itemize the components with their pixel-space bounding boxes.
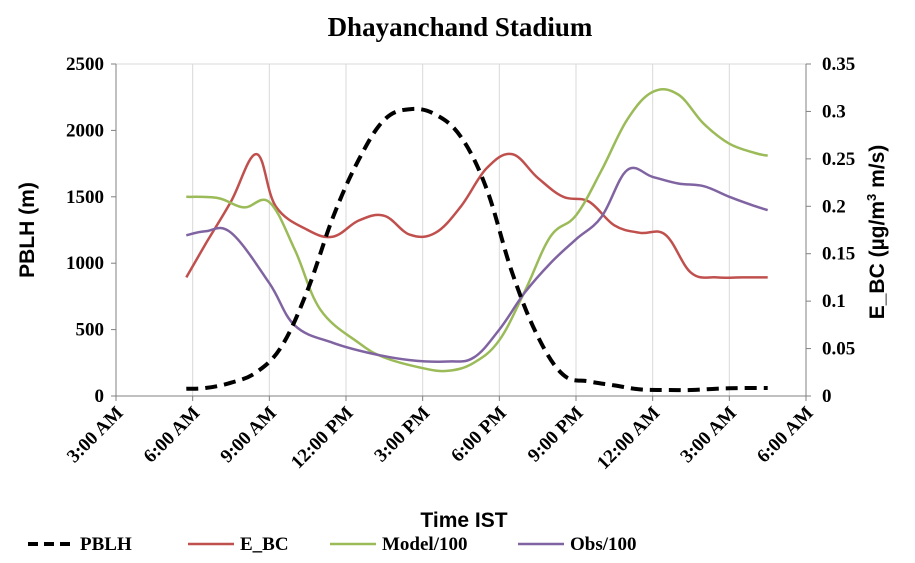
- y-axis-right-label-sup: 3: [864, 194, 879, 201]
- x-tick-label-5: 6:00 PM: [447, 403, 511, 467]
- y-right-tick-label-1: 0.05: [822, 339, 855, 360]
- x-axis-ticks: 3:00 AM 6:00 AM 9:00 AM 12:00 PM 3:00 PM 6:00…: [63, 396, 818, 474]
- grid-lines: [115, 63, 807, 396]
- y-left-tick-label-4: 2000: [66, 120, 104, 141]
- series-model-100: [186, 87, 768, 373]
- legend-label-2: Model/100: [382, 534, 468, 555]
- x-tick-label-3: 12:00 PM: [287, 403, 357, 473]
- y-left-tick-label-0: 0: [95, 386, 105, 407]
- x-tick-label-2: 9:00 AM: [216, 403, 281, 468]
- y-right-tick-label-4: 0.2: [822, 196, 846, 217]
- legend-label-0: PBLH: [80, 534, 132, 555]
- y-left-tick-label-3: 1500: [66, 187, 104, 208]
- x-axis-label: Time IST: [420, 509, 507, 532]
- legend-label-3: Obs/100: [570, 534, 637, 555]
- y-right-tick-label-6: 0.3: [822, 101, 846, 122]
- x-tick-label-9: 6:00 AM: [753, 403, 818, 468]
- y-axis-right-ticks: 0 0.05 0.1 0.15 0.2 0.25 0.3 0.35: [806, 54, 855, 407]
- x-tick-label-6: 9:00 PM: [524, 403, 588, 467]
- chart-title: Dhayanchand Stadium: [328, 12, 593, 42]
- y-axis-right-label-tail: m/s): [866, 145, 889, 194]
- y-axis-left-ticks: 0 500 1000 1500 2000 2500: [66, 54, 116, 407]
- y-axis-right-label: E_BC (µg/m3 m/s): [864, 145, 889, 320]
- x-tick-label-0: 3:00 AM: [63, 403, 128, 468]
- y-left-tick-label-1: 500: [76, 320, 105, 341]
- x-tick-label-7: 12:00 AM: [593, 403, 664, 474]
- y-left-tick-label-2: 1000: [66, 253, 104, 274]
- y-right-tick-label-5: 0.25: [822, 149, 855, 170]
- x-tick-label-8: 3:00 AM: [676, 403, 741, 468]
- y-axis-left-label: PBLH (m): [16, 182, 39, 278]
- y-right-tick-label-2: 0.1: [822, 291, 846, 312]
- y-right-tick-label-3: 0.15: [822, 244, 855, 265]
- y-right-tick-label-0: 0: [822, 386, 832, 407]
- x-tick-label-1: 6:00 AM: [140, 403, 205, 468]
- series-pblh: [186, 106, 768, 393]
- series-lines: [185, 87, 769, 393]
- series-obs-100: [186, 166, 769, 363]
- y-axis-right-label-main: E_BC (µg/m: [866, 201, 889, 319]
- y-left-tick-label-5: 2500: [66, 54, 104, 75]
- legend-label-1: E_BC: [240, 534, 289, 555]
- series-e-bc: [185, 152, 768, 280]
- y-right-tick-label-7: 0.35: [822, 54, 855, 75]
- legend: PBLH E_BC Model/100 Obs/100: [28, 534, 637, 555]
- axes: [115, 64, 807, 397]
- x-tick-label-4: 3:00 PM: [370, 403, 434, 467]
